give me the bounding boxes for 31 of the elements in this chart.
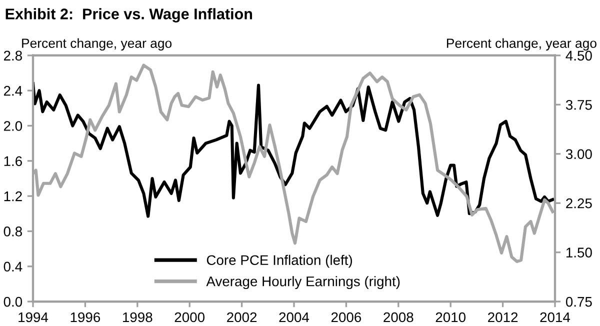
x-tick-label: 2010 bbox=[436, 312, 466, 322]
y-tick-label: 2.0 bbox=[4, 121, 22, 131]
y2-tick-label: 4.50 bbox=[566, 50, 592, 61]
x-tick-label: 1996 bbox=[70, 312, 100, 322]
y2-tick-label: 3.75 bbox=[566, 100, 592, 110]
y2-tick-label: 2.25 bbox=[566, 198, 592, 208]
x-tick-label: 2002 bbox=[227, 312, 257, 322]
y-tick-label: 1.6 bbox=[4, 156, 22, 166]
x-tick-label: 2000 bbox=[174, 312, 205, 322]
x-tick-label: 2014 bbox=[540, 312, 570, 322]
y-axis-title: Percent change, year ago bbox=[22, 38, 172, 51]
y-tick-label: 0.0 bbox=[4, 296, 22, 307]
y2-tick-label: 0.75 bbox=[566, 296, 592, 307]
x-tick-label: 1994 bbox=[18, 312, 48, 322]
y-tick-label: 0.4 bbox=[4, 262, 22, 272]
y-tick-label: 0.8 bbox=[4, 226, 22, 236]
x-tick-label: 2006 bbox=[331, 312, 362, 322]
legend-label: Core PCE Inflation (left) bbox=[206, 254, 352, 268]
legend-label: Average Hourly Earnings (right) bbox=[206, 276, 400, 290]
y-tick-label: 2.4 bbox=[4, 86, 22, 96]
x-tick-label: 2004 bbox=[279, 312, 310, 322]
x-tick-label: 1998 bbox=[123, 312, 152, 322]
y-tick-label: 2.8 bbox=[4, 50, 22, 61]
x-tick-label: 2012 bbox=[488, 312, 518, 322]
chart-title: Exhibit 2: Price vs. Wage Inflation bbox=[6, 8, 252, 22]
y2-tick-label: 1.50 bbox=[566, 248, 592, 258]
line-series bbox=[33, 82, 554, 218]
y2-tick-label: 3.00 bbox=[566, 149, 592, 160]
y-tick-label: 1.2 bbox=[4, 191, 22, 202]
y2-axis-title: Percent change, year ago bbox=[446, 38, 596, 51]
x-tick-label: 2008 bbox=[384, 312, 414, 322]
